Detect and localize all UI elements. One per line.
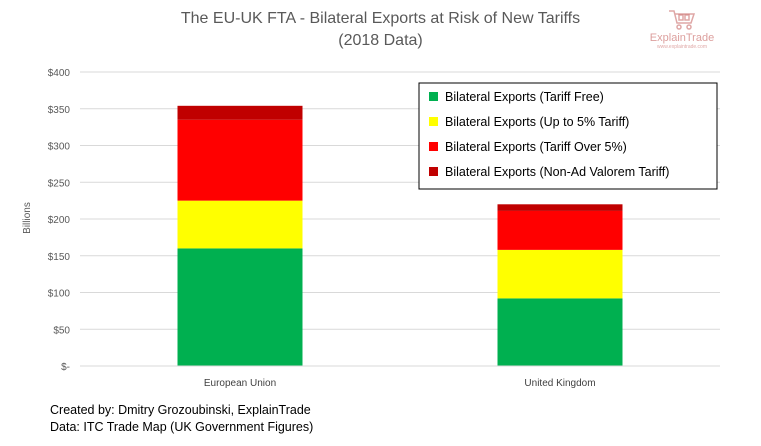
y-tick-label: $300 <box>48 142 71 153</box>
y-tick-label: $400 <box>48 68 71 79</box>
bar-segment <box>177 200 303 249</box>
legend-swatch <box>429 117 438 126</box>
y-tick-label: $- <box>61 362 70 373</box>
logo-site: www.explaintrade.com <box>656 44 708 50</box>
explaintrade-logo: ExplainTrade www.explaintrade.com <box>632 8 732 60</box>
stacked-bar-chart: $- $50 $100 $150 $200 $250 $300 $350 $400 Billio… <box>22 68 720 389</box>
footer-source: Data: ITC Trade Map (UK Government Figur… <box>50 420 314 434</box>
bar-segment <box>497 249 623 299</box>
legend-swatch <box>429 142 438 151</box>
legend-swatch <box>429 92 438 101</box>
y-tick-label: $200 <box>48 215 71 226</box>
y-tick-label: $350 <box>48 105 71 116</box>
chart-title-block: The EU-UK FTA - Bilateral Exports at Ris… <box>0 8 761 52</box>
bar-segment <box>177 248 303 366</box>
bar-segment <box>177 105 303 120</box>
x-tick-label: European Union <box>204 378 276 389</box>
legend-swatch <box>429 167 438 176</box>
legend-label: Bilateral Exports (Non-Ad Valorem Tariff… <box>445 165 669 179</box>
footer-credit: Created by: Dmitry Grozoubinski, Explain… <box>50 403 311 417</box>
chart-title: The EU-UK FTA - Bilateral Exports at Ris… <box>180 10 581 27</box>
y-tick-label: $50 <box>53 325 70 336</box>
footer: Created by: Dmitry Grozoubinski, Explain… <box>50 402 313 436</box>
legend-label: Bilateral Exports (Up to 5% Tariff) <box>445 115 629 129</box>
y-axis-label: Billions <box>22 202 33 234</box>
y-tick-label: $250 <box>48 178 71 189</box>
y-tick-label: $100 <box>48 289 71 300</box>
legend-label: Bilateral Exports (Tariff Over 5%) <box>445 140 627 154</box>
legend-box <box>418 82 718 190</box>
y-tick-label: $150 <box>48 252 71 263</box>
shopping-cart-icon <box>669 10 696 30</box>
bar-segment <box>497 210 623 250</box>
x-tick-label: United Kingdom <box>524 378 595 389</box>
bar-segment <box>497 204 623 211</box>
bar-segment <box>497 298 623 366</box>
legend-label: Bilateral Exports (Tariff Free) <box>445 90 604 104</box>
bar-segment <box>177 119 303 201</box>
logo-brand: ExplainTrade <box>649 32 715 44</box>
chart-subtitle: (2018 Data) <box>338 32 423 49</box>
